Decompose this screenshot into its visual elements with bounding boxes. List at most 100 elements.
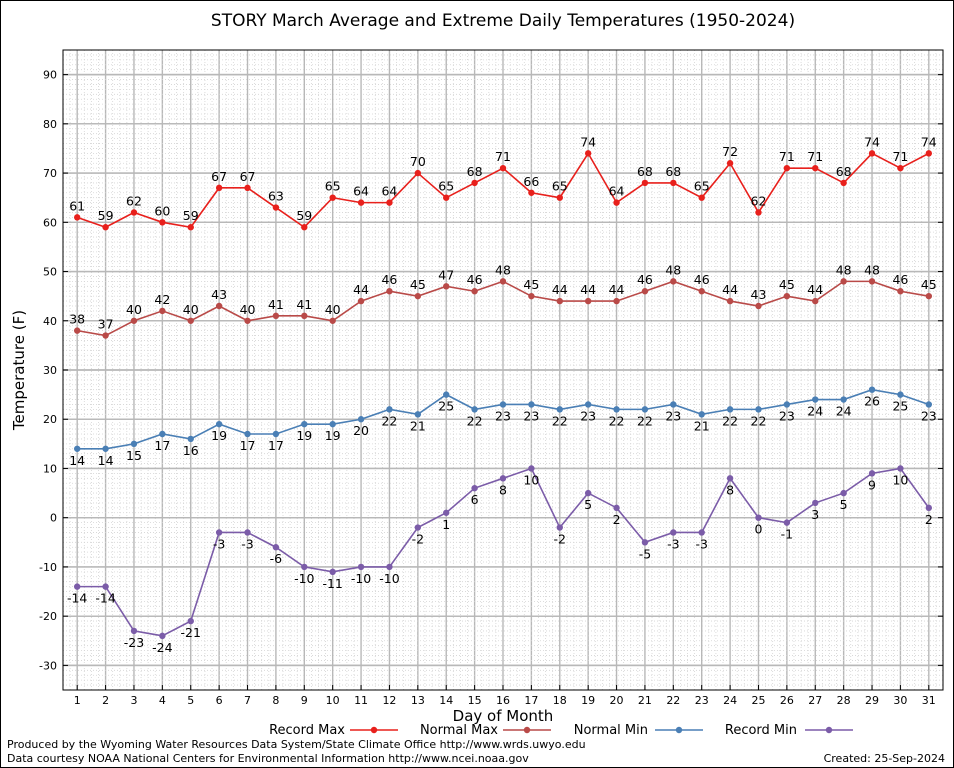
- data-label: 67: [240, 169, 256, 184]
- data-label: 44: [722, 282, 738, 297]
- y-tick-label: 50: [43, 266, 57, 279]
- series-lines: [73, 150, 933, 640]
- data-point: [584, 150, 592, 157]
- data-label: 64: [353, 184, 369, 199]
- data-label: 46: [381, 272, 397, 287]
- data-point: [755, 209, 762, 216]
- data-label: -3: [695, 536, 707, 551]
- data-label: 48: [495, 262, 511, 277]
- data-point: [925, 504, 933, 512]
- x-tick-label: 17: [524, 694, 538, 707]
- legend-label: Record Max: [269, 723, 345, 738]
- data-point: [556, 194, 563, 201]
- legend-swatch-marker: [523, 726, 531, 734]
- legend: Record Max Normal Max Normal Min Record Min: [269, 723, 853, 738]
- data-point: [272, 544, 280, 551]
- grid: [63, 50, 943, 690]
- data-label: 19: [211, 428, 227, 443]
- x-tick-label: 20: [610, 694, 624, 707]
- y-tick-label: 90: [43, 69, 57, 82]
- data-point: [698, 288, 705, 295]
- x-tick-label: 4: [159, 694, 166, 707]
- data-label: 23: [665, 408, 681, 423]
- data-point: [584, 297, 592, 305]
- data-point: [698, 411, 705, 418]
- data-point: [499, 401, 507, 408]
- data-point: [329, 568, 336, 576]
- data-point: [755, 406, 762, 413]
- y-tick-label: -30: [39, 659, 57, 672]
- data-point: [868, 386, 876, 393]
- data-point: [925, 401, 933, 408]
- data-label: 22: [722, 413, 738, 428]
- data-point: [386, 199, 393, 206]
- data-point: [301, 563, 308, 571]
- data-point: [215, 420, 223, 428]
- data-label: 74: [580, 134, 596, 149]
- data-point: [414, 411, 422, 418]
- data-point: [613, 297, 620, 305]
- data-point: [272, 430, 280, 438]
- data-point: [812, 396, 819, 403]
- x-tick-label: 16: [496, 694, 510, 707]
- data-point: [698, 529, 705, 536]
- data-point: [755, 302, 762, 310]
- data-label: 59: [183, 208, 199, 223]
- data-point: [584, 401, 592, 408]
- data-point: [584, 489, 592, 497]
- data-point: [102, 445, 109, 452]
- data-point: [698, 194, 705, 201]
- y-tick-label: 0: [50, 512, 57, 525]
- x-tick-label: 27: [808, 694, 822, 707]
- data-label: 44: [609, 282, 625, 297]
- data-label: -24: [152, 640, 172, 655]
- data-point: [414, 169, 422, 177]
- data-label: 42: [154, 292, 170, 307]
- data-point: [613, 406, 620, 413]
- data-point: [528, 465, 535, 472]
- data-label: -10: [294, 571, 314, 586]
- data-point: [357, 563, 365, 571]
- data-point: [556, 406, 563, 413]
- data-point: [755, 514, 762, 521]
- data-label: 10: [892, 472, 908, 487]
- data-point: [130, 317, 138, 324]
- data-point: [443, 194, 450, 201]
- data-label: 21: [410, 418, 426, 433]
- data-label: 23: [921, 408, 937, 423]
- data-point: [187, 224, 194, 231]
- data-label: 71: [892, 149, 908, 164]
- x-tick-label: 28: [837, 694, 851, 707]
- data-label: 46: [694, 272, 710, 287]
- y-tick-label: 40: [43, 315, 57, 328]
- data-point: [670, 179, 677, 187]
- data-label: 23: [523, 408, 539, 423]
- data-label: 74: [864, 134, 880, 149]
- data-label: 14: [98, 453, 114, 468]
- data-point: [187, 317, 194, 324]
- data-label: 59: [296, 208, 312, 223]
- data-point: [670, 401, 677, 408]
- data-point: [386, 406, 393, 413]
- data-label: 16: [183, 443, 199, 458]
- data-label: 71: [779, 149, 795, 164]
- data-point: [301, 224, 308, 231]
- x-tick-label: 22: [666, 694, 680, 707]
- data-label: 23: [580, 408, 596, 423]
- data-point: [556, 524, 563, 531]
- data-point: [840, 396, 847, 403]
- data-label: 8: [726, 482, 734, 497]
- data-label: -3: [667, 536, 679, 551]
- y-tick-label: 80: [43, 118, 57, 131]
- data-label: 19: [325, 428, 341, 443]
- y-tick-label: 20: [43, 413, 57, 426]
- data-point: [868, 278, 876, 285]
- data-point: [726, 475, 734, 482]
- data-label: 25: [438, 399, 454, 414]
- data-label: -14: [95, 591, 115, 606]
- data-label: 47: [438, 267, 454, 282]
- x-tick-label: 10: [326, 694, 340, 707]
- data-label: 6: [471, 492, 479, 507]
- data-label: 66: [523, 174, 539, 189]
